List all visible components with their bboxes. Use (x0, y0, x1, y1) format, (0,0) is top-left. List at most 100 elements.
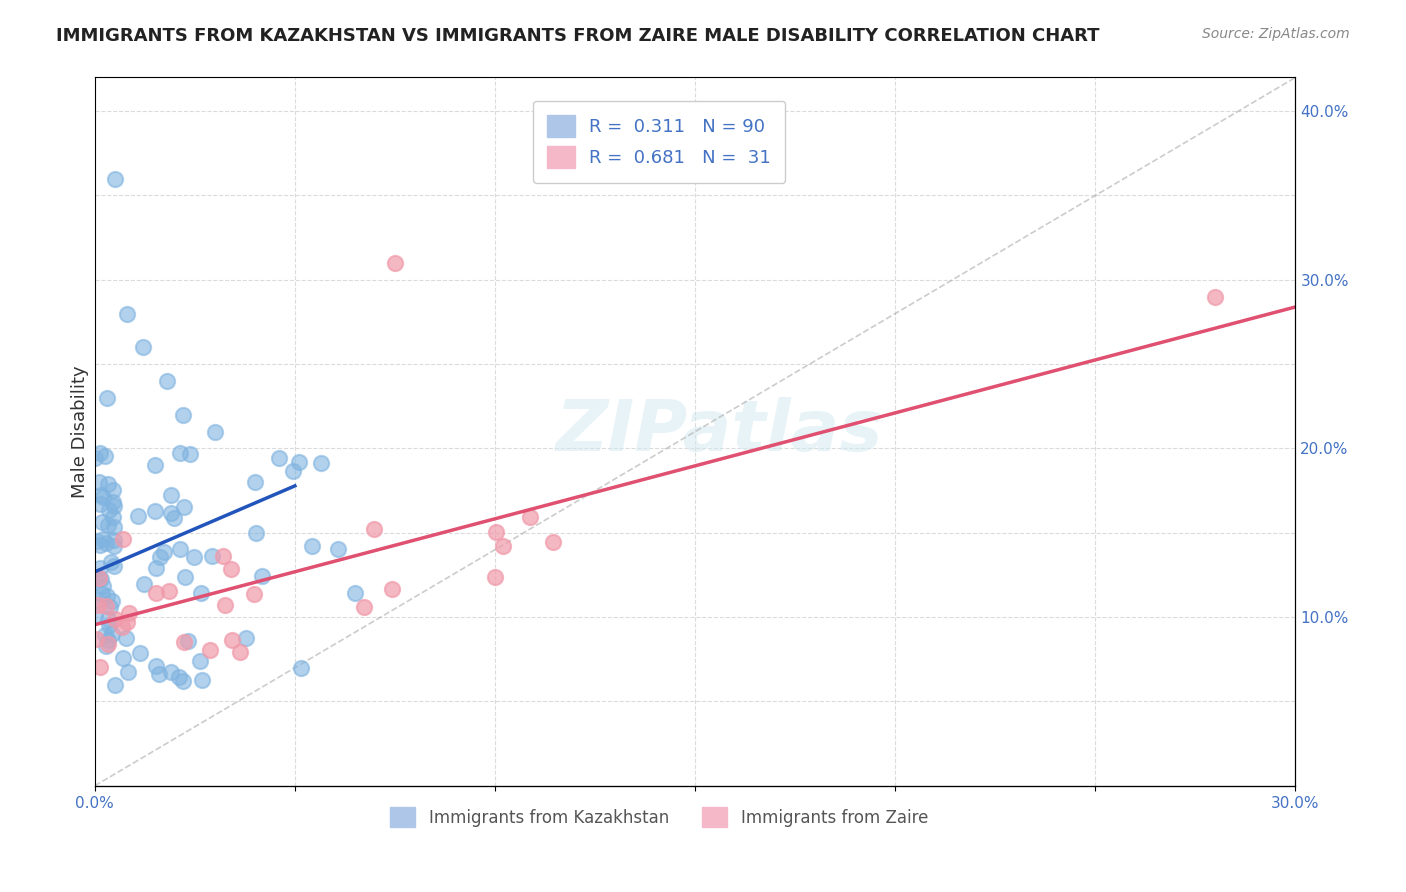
Point (87, 475, 110, 489)
Point (111, 651, 134, 665)
Point (190, 673, 212, 688)
Point (117, 606, 139, 620)
Text: ZIPatlas: ZIPatlas (555, 397, 883, 467)
Point (156, 374, 179, 388)
Point (363, 522, 385, 536)
Point (89, 660, 111, 674)
Point (132, 576, 155, 591)
Point (103, 500, 125, 514)
Point (97, 517, 120, 532)
Point (157, 583, 180, 598)
Point (91, 578, 114, 592)
Text: IMMIGRANTS FROM KAZAKHSTAN VS IMMIGRANTS FROM ZAIRE MALE DISABILITY CORRELATION : IMMIGRANTS FROM KAZAKHSTAN VS IMMIGRANTS… (56, 27, 1099, 45)
Point (103, 533, 125, 547)
Point (173, 500, 195, 514)
Point (97, 637, 120, 651)
Point (94, 599, 117, 614)
Point (145, 658, 167, 673)
Point (104, 677, 127, 691)
Point (115, 631, 138, 645)
Point (89, 561, 111, 575)
Point (87, 593, 110, 607)
Point (84, 608, 107, 623)
Point (94, 628, 117, 642)
Point (174, 570, 197, 584)
Point (98, 503, 121, 517)
Point (115, 307, 138, 321)
Point (200, 643, 222, 657)
Point (117, 665, 139, 680)
Point (145, 560, 167, 574)
Point (204, 425, 226, 439)
Point (117, 615, 139, 630)
Point (103, 558, 125, 573)
Point (242, 587, 264, 601)
Point (132, 340, 155, 354)
Point (169, 541, 191, 556)
Point (311, 456, 333, 470)
Y-axis label: Male Disability: Male Disability (72, 366, 89, 498)
Point (212, 549, 235, 563)
Point (100, 555, 122, 569)
Point (243, 475, 266, 490)
Point (93, 449, 115, 463)
Point (90, 488, 112, 502)
Text: Source: ZipAtlas.com: Source: ZipAtlas.com (1202, 27, 1350, 41)
Point (485, 524, 508, 539)
Point (103, 520, 125, 534)
Point (86, 534, 108, 549)
Point (86, 598, 108, 612)
Point (143, 504, 166, 518)
Point (89, 571, 111, 585)
Point (252, 569, 274, 583)
Point (1204, 290, 1226, 304)
Point (172, 408, 194, 422)
Point (484, 570, 506, 584)
Point (183, 549, 205, 564)
Point (229, 645, 252, 659)
Point (89, 497, 111, 511)
Point (127, 508, 149, 523)
Point (159, 506, 181, 520)
Point (384, 256, 406, 270)
Point (143, 458, 166, 473)
Point (328, 541, 350, 556)
Point (103, 540, 125, 554)
Point (87, 571, 110, 585)
Point (148, 666, 170, 681)
Point (167, 670, 190, 684)
Point (172, 673, 194, 688)
Point (169, 446, 191, 460)
Point (98, 600, 121, 615)
Point (190, 586, 212, 600)
Point (84, 450, 107, 465)
Point (381, 582, 404, 597)
Point (89, 538, 111, 552)
Point (104, 171, 127, 186)
Point (179, 447, 201, 461)
Point (159, 488, 181, 502)
Point (221, 562, 243, 576)
Point (90, 572, 112, 586)
Point (214, 598, 236, 612)
Point (96, 391, 118, 405)
Legend: Immigrants from Kazakhstan, Immigrants from Zaire: Immigrants from Kazakhstan, Immigrants f… (384, 800, 935, 834)
Point (101, 483, 124, 497)
Point (541, 535, 564, 549)
Point (201, 549, 224, 563)
Point (245, 525, 267, 540)
Point (173, 635, 195, 649)
Point (344, 586, 367, 600)
Point (301, 539, 323, 553)
Point (145, 586, 167, 600)
Point (290, 661, 312, 675)
Point (93, 532, 115, 546)
Point (97, 633, 120, 648)
Point (267, 450, 290, 465)
Point (519, 509, 541, 524)
Point (177, 633, 200, 648)
Point (91, 515, 114, 529)
Point (129, 646, 152, 660)
Point (221, 633, 243, 648)
Point (96, 589, 118, 603)
